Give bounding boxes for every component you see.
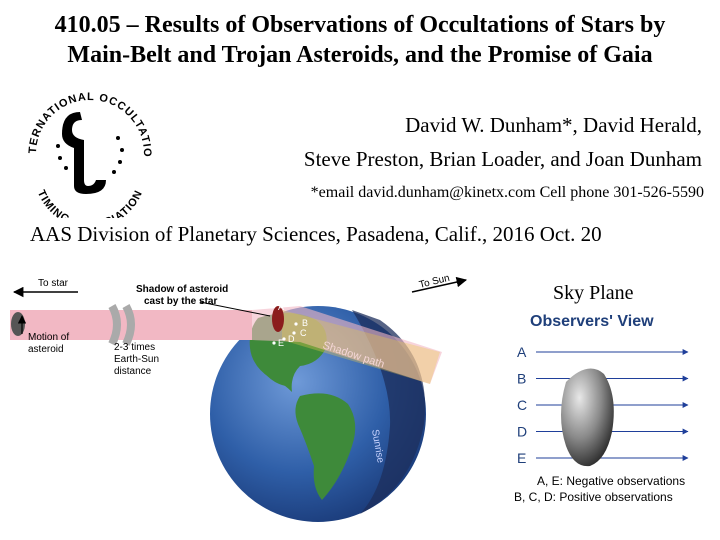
authors-line-1: David W. Dunham*, David Herald,: [405, 113, 702, 137]
sky-plane-label: Sky Plane: [553, 282, 634, 304]
title-line-2: Main-Belt and Trojan Asteroids, and the …: [67, 42, 653, 68]
shadow-label-2: cast by the star: [144, 296, 217, 307]
to-sun-label: To Sun: [418, 273, 451, 291]
point-e-label: E: [278, 338, 284, 348]
title-line-1: 410.05 – Results of Observations of Occu…: [54, 12, 666, 38]
shadow-path-band: [252, 306, 442, 384]
point-d-label: D: [288, 334, 295, 344]
distance-label-2: Earth-Sun: [114, 354, 159, 365]
legend-positive: B, C, D: Positive observations: [514, 490, 673, 504]
distance-label-3: distance: [114, 366, 152, 377]
svg-text:INTERNATIONAL OCCULTATION: INTERNATIONAL OCCULTATION: [22, 82, 153, 158]
observers-view-heading: Observers' View: [530, 313, 654, 330]
point-a-label: A: [278, 302, 284, 312]
motion-label-2: asteroid: [28, 344, 64, 355]
logo-text-top: INTERNATIONAL OCCULTATION: [22, 82, 152, 158]
asteroid-small-icon: [11, 312, 25, 336]
chord-label-c: C: [517, 397, 527, 413]
occultation-diagram: To star Shadow of asteroid cast by the s…: [10, 273, 689, 522]
motion-label-1: Motion of: [28, 332, 69, 343]
chord-label-b: B: [517, 371, 526, 387]
legend-negative: A, E: Negative observations: [537, 474, 685, 488]
to-sun-arrow: [411, 276, 468, 293]
point-b-label: B: [302, 318, 308, 328]
to-star-label: To star: [38, 278, 69, 289]
conference-line: AAS Division of Planetary Sciences, Pasa…: [30, 222, 602, 246]
land-south-america: [295, 393, 356, 500]
asteroid-shadow: [272, 306, 284, 332]
contact-info: *email david.dunham@kinetx.com Cell phon…: [310, 184, 704, 201]
shadow-label-1: Shadow of asteroid: [136, 284, 228, 295]
chord-label-e: E: [517, 450, 526, 466]
authors-line-2: Steve Preston, Brian Loader, and Joan Du…: [303, 147, 702, 171]
chord-label-d: D: [517, 424, 527, 440]
asteroid-icon: [561, 368, 614, 467]
page-title: 410.05 – Results of Observations of Occu…: [0, 10, 720, 70]
distance-label-1: 2-3 times: [114, 342, 155, 353]
iota-logo-icon: INTERNATIONAL OCCULTATION TIMING ASSOCIA…: [22, 82, 153, 218]
point-c-label: C: [300, 328, 307, 338]
chord-label-a: A: [517, 344, 527, 360]
